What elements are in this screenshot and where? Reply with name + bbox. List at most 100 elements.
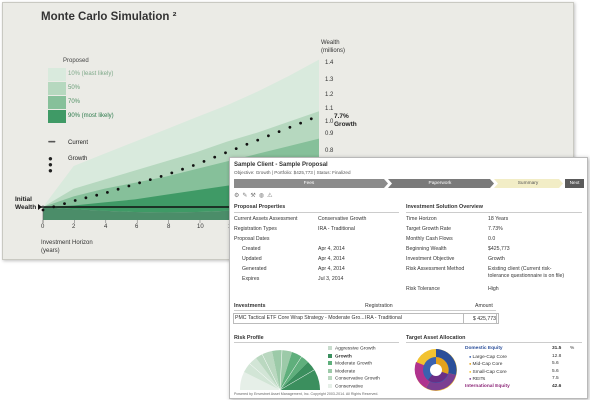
growth-dot (191, 164, 195, 167)
y-tick: 0.8 (325, 148, 334, 154)
workflow-steps: Fees Paperwork Summary Next (234, 179, 584, 188)
risk-profile-label: Moderate Growth (335, 361, 373, 367)
growth-dot (267, 134, 270, 138)
proposal-properties-header: Proposal Properties (234, 204, 286, 210)
overview-value: 0.0 (488, 236, 496, 242)
allocation-donut (414, 349, 457, 391)
allocation-item: ● Small-Cap Core (469, 369, 507, 375)
overview-value: 7.73% (488, 226, 503, 232)
allocation-label: Mid-Cap Core (472, 362, 503, 367)
growth-dot (73, 199, 77, 202)
legend-current-label: Current (68, 140, 89, 146)
x-tick: 4 (104, 224, 108, 230)
y-tick: 1.0 (325, 119, 334, 125)
risk-profile-label: Conservative Growth (335, 376, 380, 382)
property-label: Generated (242, 266, 267, 272)
legend-swatch-70 (48, 96, 66, 109)
x-axis-label: Investment Horizon (years) (41, 240, 93, 254)
next-button[interactable]: Next (569, 181, 580, 186)
x-tick: 2 (72, 224, 76, 230)
allocation-item: ● Mid-Cap Core (469, 361, 502, 367)
overview-value: Existing client (Current risk- (488, 266, 552, 272)
y-axis-label: Wealth (millions) (321, 40, 345, 54)
overview-label: Risk Tolerance (406, 286, 440, 292)
allocation-label: REITs (472, 377, 486, 382)
legend-current-line: •••••• (48, 140, 56, 146)
investment-amount-box: $ 425,773 (463, 313, 499, 324)
allocation-bullet: ● (469, 353, 473, 359)
property-value: Apr 4, 2014 (318, 246, 345, 252)
divider (234, 342, 399, 343)
step-fees[interactable]: Fees (303, 181, 315, 186)
overview-value: $425,773 (488, 246, 510, 252)
allocation-value: 31.5 (552, 346, 562, 351)
allocation-value: 12.8 (552, 353, 562, 359)
allocation-item: ● REITs (469, 376, 485, 382)
workflow-arrows (234, 179, 584, 188)
risk-profile-item: Moderate (328, 368, 355, 374)
globe-icon[interactable]: ◍ (258, 193, 268, 199)
risk-swatch (328, 361, 332, 365)
overview-value: Growth (488, 256, 505, 262)
x-tick: 8 (167, 224, 171, 230)
edit-icon[interactable]: ✎ (242, 193, 251, 199)
x-tick: 0 (41, 224, 45, 230)
risk-gauge (239, 349, 320, 391)
initial-wealth-label: Initial Wealth (15, 196, 37, 211)
investment-registration: IRA - Traditional (365, 315, 402, 321)
divider (406, 212, 582, 213)
overview-label: Beginning Wealth (406, 246, 447, 252)
investment-amount: $ 425,773 (472, 316, 496, 322)
property-label: Updated (242, 256, 262, 262)
proposal-panel: Sample Client - Sample Proposal Objectiv… (229, 157, 588, 399)
allocation-label: International Equity (465, 383, 510, 389)
y-tick: 1.3 (325, 77, 334, 83)
growth-dot (213, 155, 217, 159)
property-value: Jul 3, 2014 (318, 276, 344, 282)
divider (406, 342, 582, 343)
growth-rate-label: 7.7% Growth (334, 113, 357, 128)
property-value: Apr 4, 2014 (318, 256, 345, 262)
chart-title: Monte Carlo Simulation ² (41, 11, 177, 23)
property-value: Apr 4, 2014 (318, 266, 345, 272)
warning-icon[interactable]: ⚠ (267, 193, 276, 199)
property-value: Conservative Growth (318, 216, 367, 222)
toolbar-icons: ⚙✎⚒◍⚠ (234, 192, 275, 199)
overview-value: 18 Years (488, 216, 509, 222)
risk-swatch (328, 353, 332, 358)
investments-header: Investments (234, 303, 266, 309)
legend-swatch-50 (48, 82, 66, 95)
step-summary[interactable]: Summary (517, 181, 539, 186)
divider (234, 212, 399, 213)
growth-dot (202, 160, 206, 163)
step-paperwork[interactable]: Paperwork (428, 181, 452, 186)
investment-row[interactable] (233, 313, 497, 324)
overview-label: Target Growth Rate (406, 226, 451, 232)
overview-value: High (488, 286, 499, 292)
risk-profile-label: Conservative (335, 383, 363, 389)
legend-label-90: 90% (most likely) (68, 113, 114, 119)
risk-swatch (328, 376, 332, 380)
growth-dot (159, 175, 163, 178)
x-tick: 6 (135, 224, 139, 230)
growth-dot (116, 187, 120, 191)
allocation-bullet: ● (469, 376, 473, 381)
wrench-icon[interactable]: ⚒ (250, 193, 259, 199)
allocation-suffix: % (570, 346, 575, 351)
legend-header: Proposed (63, 58, 89, 64)
legend-label-50: 50% (68, 85, 81, 91)
legend-swatch-10 (48, 68, 66, 81)
property-label: Registration Types (234, 226, 277, 232)
risk-swatch (328, 383, 332, 388)
growth-dot (95, 193, 99, 197)
allocation-bullet: ● (469, 361, 473, 366)
risk-profile-header: Risk Profile (234, 335, 264, 341)
allocation-value: 7.5 (552, 376, 559, 381)
allocation-item: ● Large-Cap Core (469, 354, 507, 360)
growth-dot (148, 178, 152, 182)
settings-icon[interactable]: ⚙ (234, 193, 243, 199)
investment-name: PMC Tactical ETF Core Wrap Strategy - Mo… (235, 315, 365, 321)
growth-dot (224, 151, 227, 155)
legend-swatch-90 (48, 110, 66, 123)
allocation-bullet: ● (469, 368, 473, 374)
